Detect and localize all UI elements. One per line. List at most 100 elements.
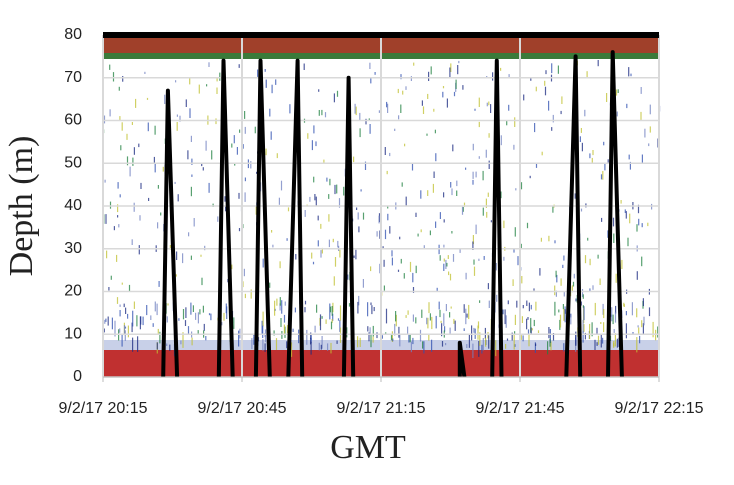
echo-noise [205, 140, 207, 151]
echo-noise [485, 337, 487, 347]
echo-noise [225, 303, 227, 314]
echo-noise [526, 222, 529, 229]
echo-noise [271, 84, 273, 94]
echo-noise [535, 343, 537, 346]
echo-noise [295, 254, 297, 260]
echo-noise [641, 256, 643, 267]
echo-noise [534, 342, 536, 353]
echo-noise [421, 309, 423, 318]
echo-noise [231, 264, 233, 270]
x-tick-label: 9/2/17 22:15 [615, 400, 704, 417]
echo-noise [239, 129, 241, 133]
echo-noise [274, 300, 276, 316]
echo-noise [429, 313, 431, 321]
echo-noise [471, 325, 473, 341]
echo-noise [119, 116, 121, 121]
echo-noise [490, 220, 492, 223]
echo-noise [138, 245, 140, 255]
echo-noise [331, 319, 333, 323]
echo-noise [528, 334, 530, 347]
echo-noise [125, 307, 127, 314]
echo-noise [325, 319, 327, 324]
echo-noise [580, 208, 583, 212]
echo-noise [403, 273, 405, 279]
echo-noise [503, 256, 505, 261]
echo-noise [221, 322, 223, 326]
echo-noise [441, 341, 444, 347]
echo-noise [286, 325, 289, 333]
echo-noise [534, 123, 536, 133]
echo-noise [126, 156, 129, 166]
echo-noise [283, 314, 286, 323]
echo-noise [184, 320, 187, 326]
echo-noise [250, 289, 252, 299]
echo-noise [177, 194, 179, 202]
echo-noise [103, 115, 106, 124]
echo-noise [390, 335, 393, 341]
echo-noise [105, 214, 107, 224]
echo-noise [358, 295, 360, 306]
echo-noise [526, 300, 528, 306]
echo-noise [623, 302, 625, 307]
echo-noise [586, 71, 588, 79]
echo-noise [409, 261, 412, 272]
echo-noise [549, 338, 551, 347]
echo-noise [317, 215, 319, 221]
echo-noise [328, 194, 330, 199]
echo-noise [445, 259, 447, 269]
echo-noise [644, 128, 646, 138]
echo-noise [372, 325, 374, 337]
echo-noise [139, 316, 141, 330]
echo-noise [449, 327, 451, 335]
echo-noise [409, 334, 411, 343]
echo-noise [109, 201, 112, 209]
echo-noise [641, 223, 643, 228]
echo-noise [640, 87, 642, 94]
echo-noise [443, 263, 445, 271]
echo-noise [292, 328, 294, 332]
echo-noise [625, 323, 627, 339]
echo-noise [614, 311, 617, 323]
echo-noise [118, 224, 120, 228]
echo-noise [520, 335, 522, 340]
echo-noise [298, 329, 300, 344]
echo-noise [318, 342, 320, 351]
echo-noise [383, 285, 385, 291]
echo-noise [400, 74, 402, 80]
echo-noise [190, 135, 192, 142]
echo-noise [231, 143, 233, 148]
echo-noise [178, 318, 180, 321]
echo-noise [490, 104, 492, 113]
echo-noise [648, 307, 651, 317]
echo-noise [254, 126, 256, 134]
echo-noise [408, 334, 410, 343]
echo-noise [117, 215, 119, 218]
echo-noise [563, 308, 565, 321]
echo-noise [336, 184, 338, 194]
echo-noise [371, 305, 373, 315]
echo-noise [190, 302, 192, 315]
echo-noise [602, 337, 604, 344]
echo-noise [642, 298, 644, 307]
echo-noise [483, 256, 485, 260]
echo-noise [182, 332, 184, 348]
echo-noise [468, 304, 470, 320]
echo-noise [273, 330, 275, 336]
echo-noise [473, 266, 476, 276]
y-tick-label: 30 [64, 240, 82, 257]
echo-noise [428, 302, 430, 314]
echo-noise [545, 70, 547, 75]
echo-noise [188, 232, 190, 237]
echo-noise [514, 227, 516, 237]
echo-noise [551, 127, 553, 131]
echo-noise [262, 339, 264, 351]
echo-noise [640, 111, 642, 121]
x-tick-label: 9/2/17 20:45 [198, 400, 287, 417]
echo-noise [290, 342, 293, 357]
echo-noise [250, 161, 252, 169]
echo-noise [358, 226, 360, 233]
echo-noise [280, 180, 283, 191]
echo-noise [275, 338, 278, 350]
echo-noise [514, 117, 516, 127]
